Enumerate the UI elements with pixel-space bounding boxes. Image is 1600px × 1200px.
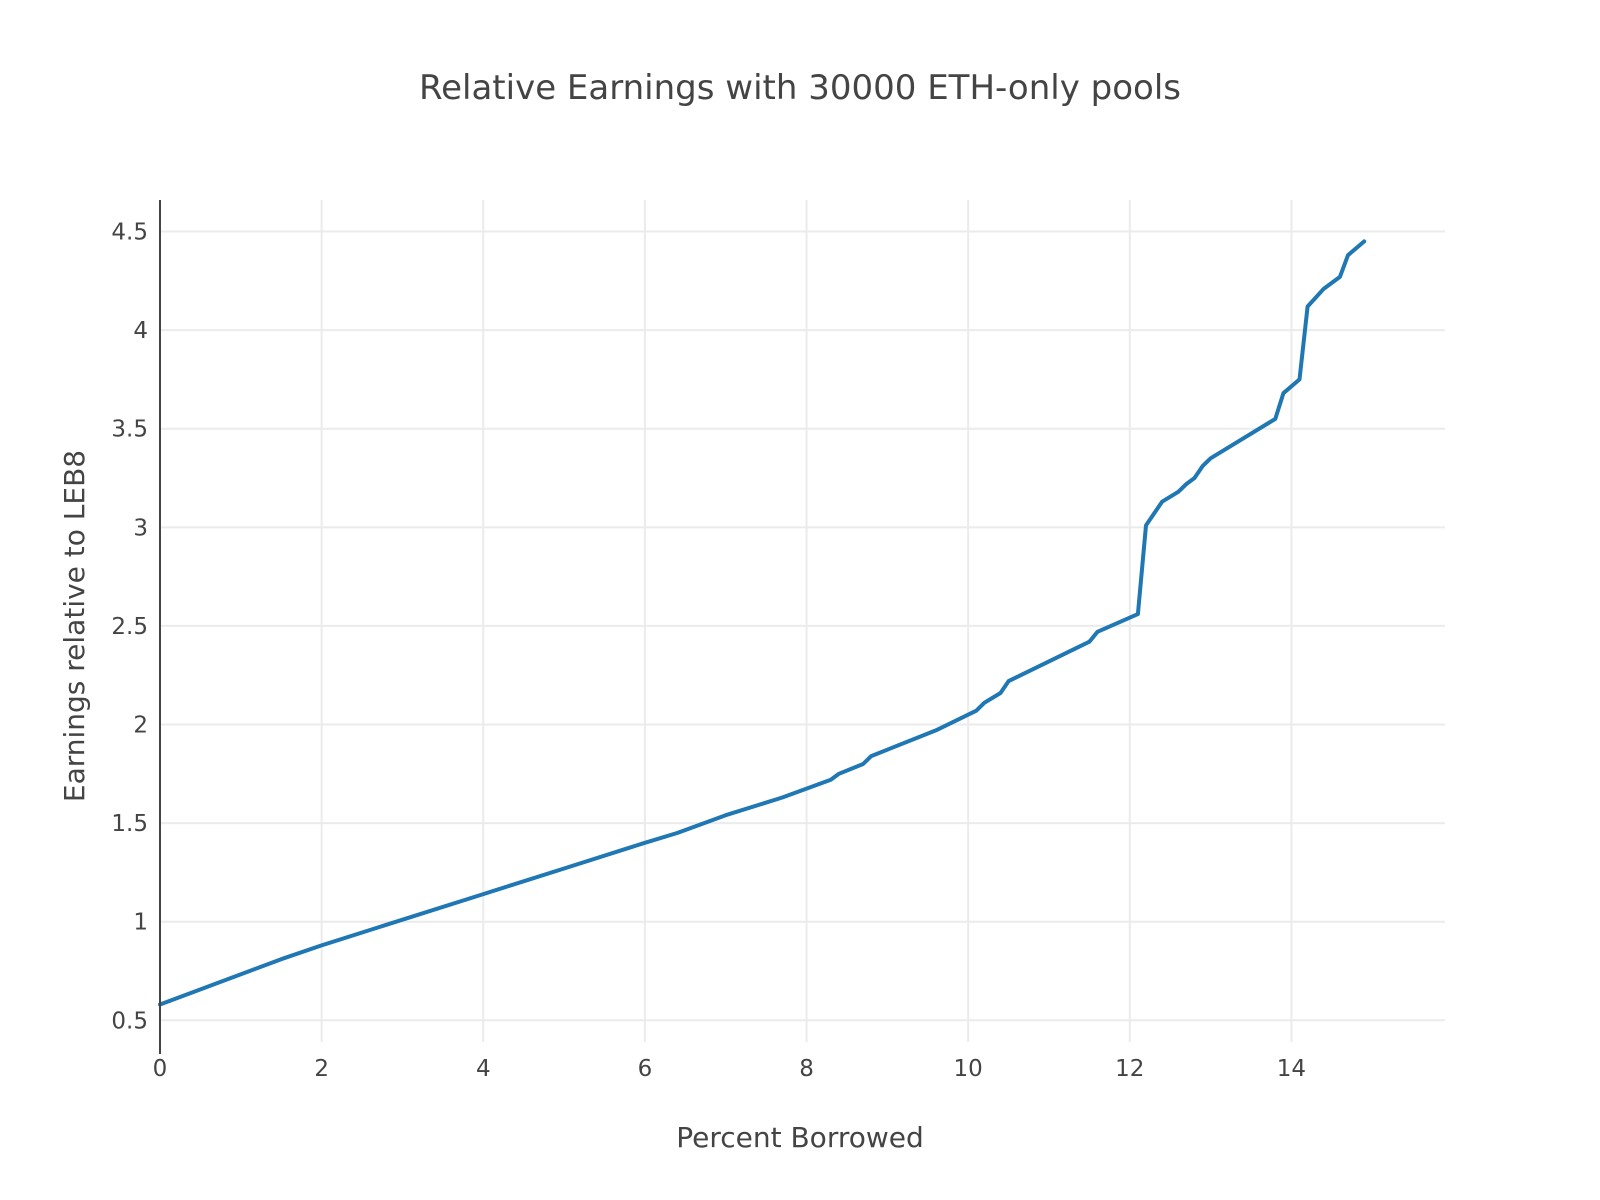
x-tick-label: 12 — [1115, 1056, 1144, 1082]
y-tick-label: 1 — [133, 910, 148, 936]
y-tick-label: 2 — [133, 713, 148, 739]
series-line — [158, 239, 1367, 1007]
x-tick-label: 14 — [1277, 1056, 1306, 1082]
x-tick-label: 2 — [314, 1056, 329, 1082]
x-tick-label: 8 — [799, 1056, 814, 1082]
series-layer — [158, 239, 1367, 1007]
x-tick-labels: 0 2 4 6 8 10 12 14 — [153, 1056, 1306, 1082]
x-tick-label: 4 — [476, 1056, 491, 1082]
y-tick-labels: 0.5 1 1.5 2 2.5 3 3.5 4 4.5 — [111, 220, 148, 1035]
y-tick-label: 4 — [133, 318, 148, 344]
y-tick-label: 3 — [133, 515, 148, 541]
x-tick-label: 6 — [638, 1056, 653, 1082]
y-tick-label: 1.5 — [111, 811, 148, 837]
x-tick-label: 10 — [954, 1056, 983, 1082]
x-gridlines — [320, 200, 1293, 1042]
y-tick-label: 0.5 — [111, 1008, 148, 1034]
y-tick-label: 4.5 — [111, 220, 148, 246]
y-axis-title: Earnings relative to LEB8 — [58, 450, 91, 802]
x-axis-title: Percent Borrowed — [676, 1121, 924, 1154]
y-gridlines — [160, 230, 1445, 1022]
x-tick-label: 0 — [153, 1056, 168, 1082]
y-tick-label: 3.5 — [111, 417, 148, 443]
y-tick-label: 2.5 — [111, 614, 148, 640]
chart-title: Relative Earnings with 30000 ETH-only po… — [419, 68, 1181, 108]
